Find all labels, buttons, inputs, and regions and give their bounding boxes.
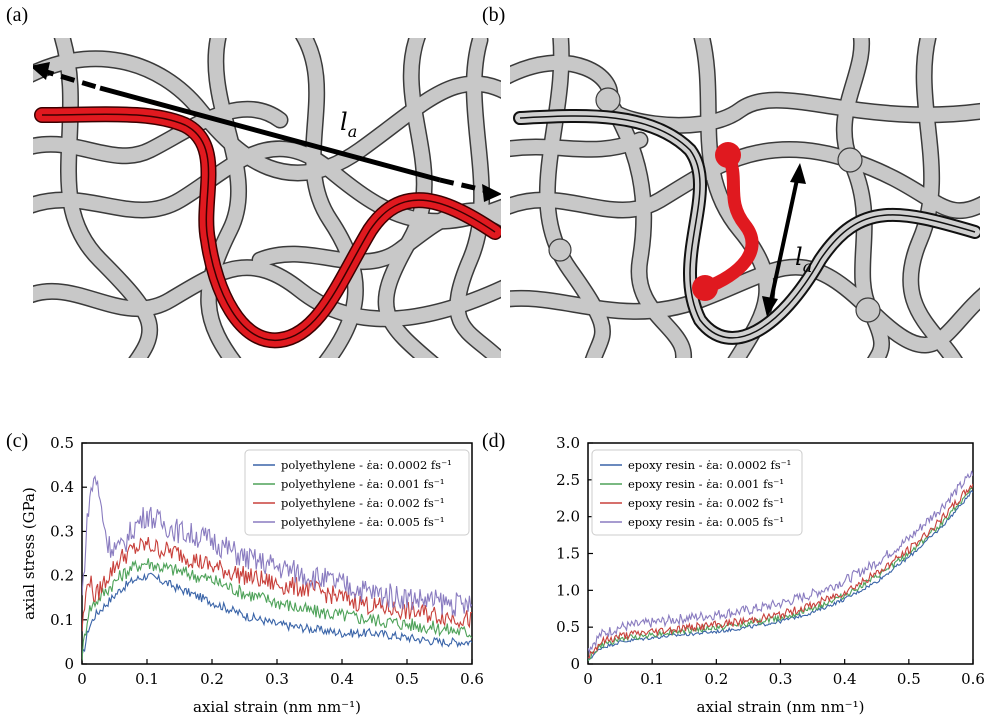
x-tick-label: 0.2 bbox=[200, 670, 224, 688]
legend-entry: epoxy resin - ε̇a: 0.001 fs⁻¹ bbox=[628, 477, 784, 491]
legend: polyethylene - ε̇a: 0.0002 fs⁻¹ polyethyl… bbox=[244, 449, 470, 536]
end-to-end-arrow-a bbox=[33, 62, 501, 202]
legend-box bbox=[244, 449, 470, 536]
highlighted-chain-a bbox=[34, 106, 501, 349]
annotation-lb: la bbox=[795, 243, 812, 276]
x-tick-label: 0.5 bbox=[395, 670, 419, 688]
legend-entry: epoxy resin - ε̇a: 0.0002 fs⁻¹ bbox=[628, 458, 791, 472]
x-tick-label: 0 bbox=[77, 670, 87, 688]
x-tick-label: 0 bbox=[583, 670, 593, 688]
x-axis-label: axial strain (nm nm⁻¹) bbox=[697, 698, 865, 716]
legend-box bbox=[591, 449, 803, 536]
y-tick-label: 0.3 bbox=[50, 522, 74, 540]
panel-a-network bbox=[33, 38, 501, 358]
panel-label-d: (d) bbox=[482, 430, 506, 452]
x-tick-label: 0.4 bbox=[833, 670, 857, 688]
y-tick-label: 1.5 bbox=[556, 545, 580, 563]
x-tick-label: 0.5 bbox=[897, 670, 921, 688]
crosslink-nodes bbox=[548, 87, 881, 323]
y-tick-label: 2.5 bbox=[556, 471, 580, 489]
series-line-0 bbox=[588, 490, 973, 661]
panel-label-b: (b) bbox=[482, 4, 506, 26]
y-tick-label: 0.5 bbox=[50, 434, 74, 452]
x-tick-label: 0.3 bbox=[769, 670, 793, 688]
series-line-2 bbox=[588, 483, 973, 659]
y-tick-label: 0.1 bbox=[50, 611, 74, 629]
legend: epoxy resin - ε̇a: 0.0002 fs⁻¹ epoxy resi… bbox=[591, 449, 803, 536]
legend-entry: polyethylene - ε̇a: 0.0002 fs⁻¹ bbox=[281, 458, 452, 472]
y-tick-label: 2.0 bbox=[556, 508, 580, 526]
series-line-0 bbox=[82, 572, 472, 657]
y-tick-label: 0.2 bbox=[50, 567, 74, 585]
legend-entry: polyethylene - ε̇a: 0.002 fs⁻¹ bbox=[281, 496, 444, 510]
highlighted-segment-b bbox=[692, 142, 759, 301]
y-tick-label: 3.0 bbox=[556, 434, 580, 452]
y-tick-label: 1.0 bbox=[556, 581, 580, 599]
annotation-la: la bbox=[340, 108, 357, 141]
y-tick-label: 0.5 bbox=[556, 618, 580, 636]
panel-b-network bbox=[510, 38, 980, 358]
x-tick-label: 0.6 bbox=[961, 670, 985, 688]
legend-entry: epoxy resin - ε̇a: 0.005 fs⁻¹ bbox=[628, 515, 784, 529]
y-tick-label: 0.4 bbox=[50, 478, 74, 496]
x-tick-label: 0.2 bbox=[704, 670, 728, 688]
legend-entry: polyethylene - ε̇a: 0.001 fs⁻¹ bbox=[281, 477, 444, 491]
x-axis-label: axial strain (nm nm⁻¹) bbox=[193, 698, 361, 716]
series-line-1 bbox=[82, 558, 472, 661]
legend-entry: polyethylene - ε̇a: 0.005 fs⁻¹ bbox=[281, 515, 444, 529]
polymer-network-illustrations: la bbox=[33, 38, 980, 358]
y-axis-label: axial stress (GPa) bbox=[20, 487, 38, 620]
x-tick-label: 0.4 bbox=[330, 670, 354, 688]
panel-label-c: (c) bbox=[6, 430, 29, 452]
series-line-3 bbox=[588, 470, 973, 655]
y-tick-label: 0 bbox=[64, 655, 74, 673]
y-tick-label: 0 bbox=[570, 655, 580, 673]
x-tick-label: 0.1 bbox=[640, 670, 664, 688]
panel-label-a: (a) bbox=[6, 4, 29, 26]
legend-entry: epoxy resin - ε̇a: 0.002 fs⁻¹ bbox=[628, 496, 784, 510]
x-tick-label: 0.3 bbox=[265, 670, 289, 688]
x-tick-label: 0.6 bbox=[460, 670, 484, 688]
x-tick-label: 0.1 bbox=[135, 670, 159, 688]
series-line-3 bbox=[82, 474, 472, 617]
segment-arrow-b bbox=[762, 163, 806, 317]
